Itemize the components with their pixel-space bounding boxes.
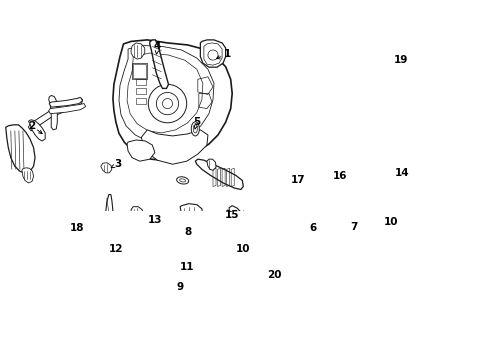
Polygon shape bbox=[49, 95, 57, 130]
Ellipse shape bbox=[177, 177, 189, 184]
Polygon shape bbox=[22, 168, 33, 183]
Polygon shape bbox=[229, 206, 249, 242]
Circle shape bbox=[156, 93, 179, 115]
Polygon shape bbox=[101, 163, 112, 173]
Text: 9: 9 bbox=[176, 282, 184, 292]
Circle shape bbox=[163, 99, 172, 109]
Polygon shape bbox=[141, 263, 155, 279]
Text: 11: 11 bbox=[179, 262, 194, 273]
Text: 16: 16 bbox=[333, 171, 347, 181]
Polygon shape bbox=[28, 98, 83, 131]
Circle shape bbox=[148, 84, 187, 123]
Polygon shape bbox=[200, 40, 225, 67]
Text: 8: 8 bbox=[184, 227, 191, 237]
Text: 20: 20 bbox=[268, 270, 282, 280]
Polygon shape bbox=[28, 120, 45, 141]
Polygon shape bbox=[222, 219, 237, 239]
Polygon shape bbox=[131, 43, 145, 59]
Ellipse shape bbox=[180, 179, 186, 182]
Ellipse shape bbox=[193, 125, 197, 133]
Polygon shape bbox=[194, 225, 222, 250]
Polygon shape bbox=[196, 159, 244, 189]
Text: 7: 7 bbox=[350, 222, 357, 232]
Polygon shape bbox=[131, 207, 143, 219]
Text: 3: 3 bbox=[114, 159, 122, 169]
Text: 10: 10 bbox=[236, 244, 250, 254]
Polygon shape bbox=[150, 40, 169, 89]
Polygon shape bbox=[50, 214, 77, 237]
Polygon shape bbox=[135, 280, 150, 297]
Text: 1: 1 bbox=[223, 49, 231, 59]
Ellipse shape bbox=[191, 122, 199, 136]
Text: 17: 17 bbox=[291, 175, 305, 185]
Polygon shape bbox=[113, 40, 232, 160]
Text: 4: 4 bbox=[154, 41, 161, 51]
Polygon shape bbox=[104, 194, 113, 249]
Text: 10: 10 bbox=[384, 217, 398, 227]
Polygon shape bbox=[6, 125, 35, 173]
Polygon shape bbox=[207, 159, 216, 170]
Polygon shape bbox=[49, 98, 83, 107]
Text: 12: 12 bbox=[109, 244, 123, 254]
Polygon shape bbox=[141, 130, 208, 164]
Polygon shape bbox=[153, 249, 175, 269]
Polygon shape bbox=[179, 274, 204, 294]
Text: 15: 15 bbox=[225, 210, 240, 220]
Text: 2: 2 bbox=[28, 121, 36, 131]
Polygon shape bbox=[49, 104, 86, 114]
Text: 19: 19 bbox=[394, 55, 408, 65]
Polygon shape bbox=[127, 140, 155, 161]
Text: 18: 18 bbox=[70, 224, 85, 233]
Text: 5: 5 bbox=[193, 117, 200, 127]
Polygon shape bbox=[180, 204, 203, 223]
Text: 14: 14 bbox=[395, 168, 410, 178]
Text: 6: 6 bbox=[310, 224, 317, 233]
Polygon shape bbox=[147, 225, 176, 249]
Circle shape bbox=[208, 50, 218, 60]
Text: 13: 13 bbox=[147, 215, 162, 225]
